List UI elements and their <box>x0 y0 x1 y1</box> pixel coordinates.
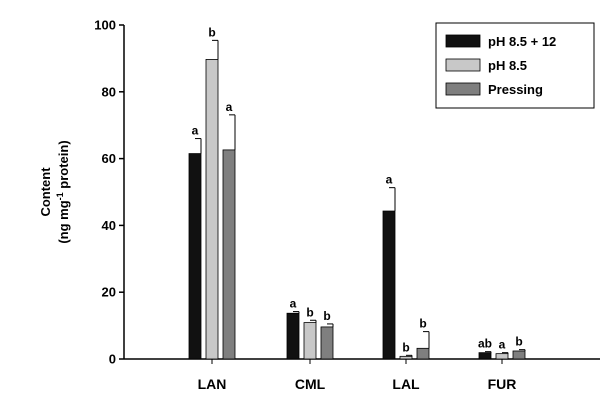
bar <box>512 350 526 360</box>
significance-letter: a <box>499 338 506 352</box>
y-tick-label: 20 <box>102 285 116 300</box>
y-axis-label-unit-end: protein) <box>56 140 71 192</box>
x-category-label: LAL <box>392 376 420 392</box>
x-category-label: CML <box>295 376 326 392</box>
bar <box>478 352 492 360</box>
y-tick-label: 80 <box>102 84 116 99</box>
y-tick-label: 100 <box>94 18 116 33</box>
significance-letter: a <box>192 124 199 138</box>
x-category-label: LAN <box>198 376 227 392</box>
legend-label: pH 8.5 <box>488 58 527 73</box>
significance-letter: a <box>290 297 297 311</box>
significance-letter: b <box>323 309 330 323</box>
bar <box>188 153 202 360</box>
legend-label: pH 8.5 + 12 <box>488 34 556 49</box>
x-category-label: FUR <box>488 376 517 392</box>
bar <box>495 353 509 360</box>
significance-letter: ab <box>478 337 492 351</box>
bar <box>222 149 236 360</box>
bar <box>303 322 317 360</box>
legend-swatch <box>445 58 481 72</box>
significance-letter: b <box>515 335 522 349</box>
bar <box>399 355 413 360</box>
y-axis-label-line1: Content <box>38 167 53 217</box>
bar <box>286 312 300 360</box>
bar <box>205 59 219 360</box>
significance-letter: a <box>386 173 393 187</box>
bar <box>416 347 430 360</box>
significance-letter: b <box>208 25 215 39</box>
significance-letter: a <box>226 100 233 114</box>
legend-swatch <box>445 34 481 48</box>
legend-swatch <box>445 82 481 96</box>
y-axis-label-line2: (ng mg-1 protein) <box>55 140 71 243</box>
y-tick-label: 60 <box>102 151 116 166</box>
y-tick-label: 0 <box>109 352 116 367</box>
legend-label: Pressing <box>488 82 543 97</box>
plot-area: 0 20 40 60 80 100 LAN CML LAL FUR <box>94 18 600 392</box>
y-axis-label-unit: (ng mg <box>56 200 71 243</box>
y-tick-label: 40 <box>102 218 116 233</box>
bar <box>382 210 396 360</box>
significance-letter: b <box>306 305 313 319</box>
bar <box>320 326 334 360</box>
y-axis-label-superscript: -1 <box>55 192 65 200</box>
significance-letter: b <box>419 317 426 331</box>
significance-letter: b <box>402 340 409 354</box>
y-axis-label: Content (ng mg-1 protein) <box>38 140 71 243</box>
legend: pH 8.5 + 12 pH 8.5 Pressing <box>435 22 595 109</box>
